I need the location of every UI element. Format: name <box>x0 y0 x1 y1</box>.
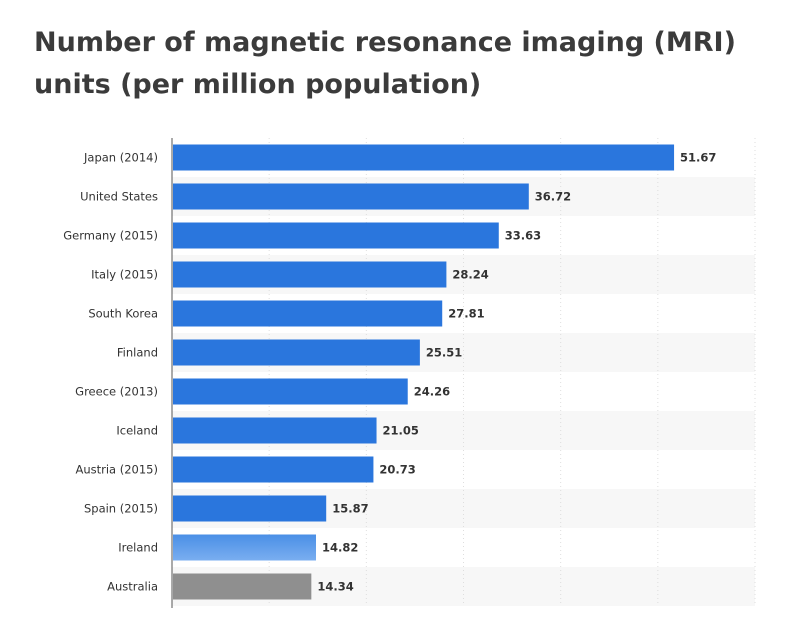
bars: Japan (2014) 51.67 United States 36.72 Germa… <box>63 144 716 600</box>
category-label: Austria (2015) <box>75 463 158 477</box>
bar <box>173 300 443 327</box>
bar <box>173 417 377 444</box>
bar <box>173 261 447 288</box>
category-label: South Korea <box>88 307 158 321</box>
bar <box>173 495 327 522</box>
value-label: 36.72 <box>535 190 571 204</box>
value-label: 25.51 <box>426 346 462 360</box>
value-label: 15.87 <box>332 502 368 516</box>
value-label: 28.24 <box>452 268 488 282</box>
category-label: Greece (2013) <box>75 385 158 399</box>
value-label: 20.73 <box>379 463 415 477</box>
category-label: Finland <box>117 346 158 360</box>
category-label: Australia <box>107 580 158 594</box>
category-label: Ireland <box>118 541 158 555</box>
chart-title: Number of magnetic resonance imaging (MR… <box>34 27 736 100</box>
bar <box>173 573 312 600</box>
bar <box>173 378 408 405</box>
value-label: 21.05 <box>383 424 419 438</box>
category-label: Japan (2014) <box>83 151 158 165</box>
category-label: Iceland <box>116 424 158 438</box>
bar <box>173 534 317 561</box>
value-label: 51.67 <box>680 151 716 165</box>
category-label: Spain (2015) <box>84 502 158 516</box>
value-label: 24.26 <box>414 385 450 399</box>
bar <box>173 183 529 210</box>
category-label: Germany (2015) <box>63 229 158 243</box>
category-label: Italy (2015) <box>91 268 158 282</box>
category-label: United States <box>80 190 158 204</box>
value-label: 27.81 <box>448 307 484 321</box>
value-label: 14.82 <box>322 541 358 555</box>
bar <box>173 222 499 249</box>
value-label: 33.63 <box>505 229 541 243</box>
value-label: 14.34 <box>317 580 353 594</box>
bar <box>173 456 374 483</box>
bar <box>173 339 420 366</box>
bar <box>173 144 675 171</box>
